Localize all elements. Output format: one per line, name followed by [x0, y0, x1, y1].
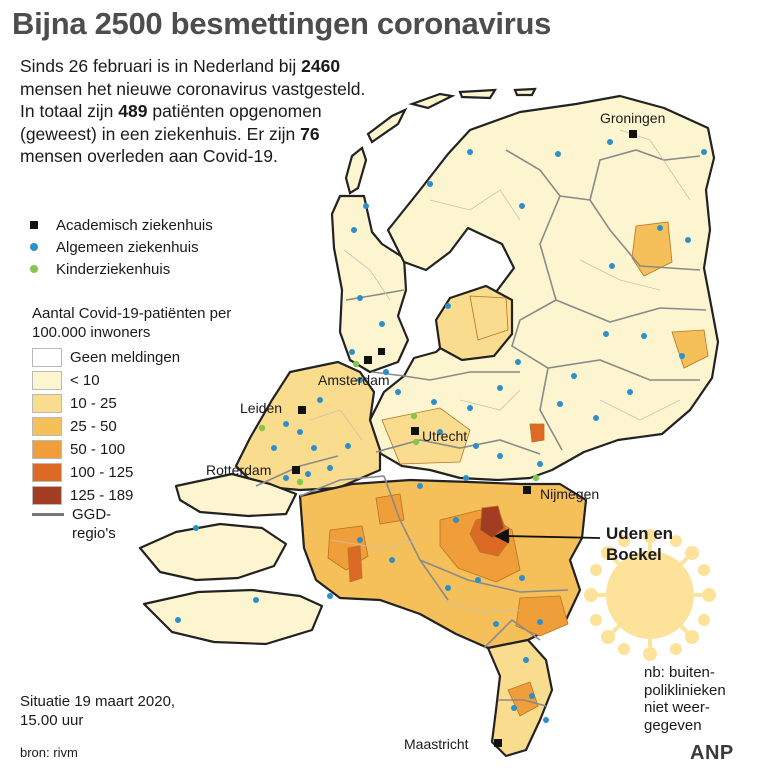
hotspots [327, 221, 709, 717]
general-hospitals [175, 139, 707, 723]
ggd-label: GGD-regio's [72, 506, 116, 542]
region-noord-holland [330, 194, 410, 374]
ggd-line-icon [32, 513, 64, 516]
color-scale-legend: Geen meldingen < 10 10 - 25 25 - 50 50 -… [32, 346, 180, 507]
legend-academic: Academisch ziekenhuis [28, 214, 213, 236]
scale-label: 100 - 125 [70, 464, 134, 481]
scale-swatch [32, 417, 62, 436]
source-label: bron: rivm [20, 745, 78, 760]
nb-note: nb: buiten- poliklinieken niet weer- geg… [644, 664, 726, 734]
scale-swatch [32, 486, 62, 505]
academic-hospital-marker [411, 427, 419, 435]
legend-children: Kinderziekenhuis [28, 258, 213, 280]
scale-row: 100 - 125 [32, 461, 180, 484]
scale-row: 50 - 100 [32, 438, 180, 461]
scale-label: 50 - 100 [70, 441, 126, 458]
city-label-amsterdam: Amsterdam [318, 372, 390, 388]
scale-label: < 10 [70, 372, 100, 389]
scale-row: 125 - 189 [32, 484, 180, 507]
agency-logo: ANP [690, 742, 734, 764]
academic-hospital-marker [629, 130, 637, 138]
nb-line: poliklinieken [644, 681, 726, 699]
city-label-nijmegen: Nijmegen [540, 486, 599, 502]
region-zeeland-mid [138, 522, 288, 582]
intro-part3: patiënten opgenomen (geweest) in een zie… [20, 101, 322, 144]
childrens-hospitals [258, 360, 540, 486]
academic-hospital-marker [364, 356, 372, 364]
callout-line1: Uden en [606, 524, 674, 543]
scale-row: < 10 [32, 369, 180, 392]
scale-swatch [32, 394, 62, 413]
situation-line: 15.00 uur [20, 712, 84, 729]
scale-label: 25 - 50 [70, 418, 117, 435]
academic-hospitals [292, 130, 637, 747]
municipality-borders [309, 129, 691, 613]
academic-hospital-marker [378, 348, 385, 355]
intro-text: Sinds 26 februari is in Nederland bij 24… [20, 55, 380, 168]
green-dot-icon [30, 265, 38, 273]
scale-swatch [32, 440, 62, 459]
callout-uden-boekel: Uden en Boekel [606, 523, 673, 565]
legend-children-label: Kinderziekenhuis [56, 260, 171, 278]
virus-icon [584, 529, 716, 661]
academic-hospital-marker [523, 486, 531, 494]
city-label-rotterdam: Rotterdam [206, 462, 271, 478]
scale-label: 125 - 189 [70, 487, 134, 504]
nb-line: nb: buiten- [644, 664, 715, 681]
intro-part4: mensen overleden aan Covid-19. [20, 146, 278, 166]
nb-line: niet weer- [644, 699, 710, 716]
intro-part1: Sinds 26 februari is in Nederland bij [20, 56, 297, 76]
scale-row: 10 - 25 [32, 392, 180, 415]
region-zeeland-south [142, 588, 324, 646]
situation-line: Situatie 19 maart 2020, [20, 693, 176, 710]
situation-note: Situatie 19 maart 2020, 15.00 uur [20, 692, 175, 730]
legend-general: Algemeen ziekenhuis [28, 236, 213, 258]
black-square-icon [30, 221, 38, 229]
scale-swatch [32, 463, 62, 482]
scale-label: Geen meldingen [70, 349, 181, 366]
region-zeeland-north [174, 472, 298, 518]
city-label-leiden: Leiden [240, 400, 282, 416]
scale-row: 25 - 50 [32, 415, 180, 438]
callout-line2: Boekel [606, 545, 662, 564]
scale-row: Geen meldingen [32, 346, 180, 369]
scale-label: 10 - 25 [70, 395, 117, 412]
intro-num-cases: 2460 [301, 56, 341, 76]
intro-num-dead: 76 [300, 123, 320, 144]
academic-hospital-marker [292, 466, 300, 474]
academic-hospital-marker [298, 406, 306, 414]
region-noord-brabant [298, 478, 588, 650]
scale-swatch [32, 371, 62, 390]
nb-line: gegeven [644, 716, 702, 734]
legend-academic-label: Academisch ziekenhuis [56, 216, 213, 234]
intro-part2: mensen het nieuwe coronavirus vastgestel… [20, 78, 366, 122]
ggd-legend: GGD-regio's [32, 505, 132, 543]
callout-arrow [493, 528, 601, 544]
city-label-utrecht: Utrecht [422, 428, 467, 444]
intro-num-hosp: 489 [118, 101, 148, 121]
region-north-east [368, 94, 720, 482]
scale-swatch [32, 348, 62, 367]
city-label-maastricht: Maastricht [404, 736, 469, 752]
hospital-legend: Academisch ziekenhuis Algemeen ziekenhui… [28, 214, 213, 280]
academic-hospital-marker [494, 739, 502, 747]
scale-title: Aantal Covid-19-patiënten per 100.000 in… [32, 305, 232, 341]
ggd-borders [255, 149, 707, 707]
blue-dot-icon [30, 243, 38, 251]
mainland [138, 94, 720, 758]
legend-general-label: Algemeen ziekenhuis [56, 238, 199, 256]
city-label-groningen: Groningen [600, 110, 665, 126]
wadden-islands [344, 87, 537, 195]
page-title: Bijna 2500 besmettingen coronavirus [12, 6, 552, 41]
